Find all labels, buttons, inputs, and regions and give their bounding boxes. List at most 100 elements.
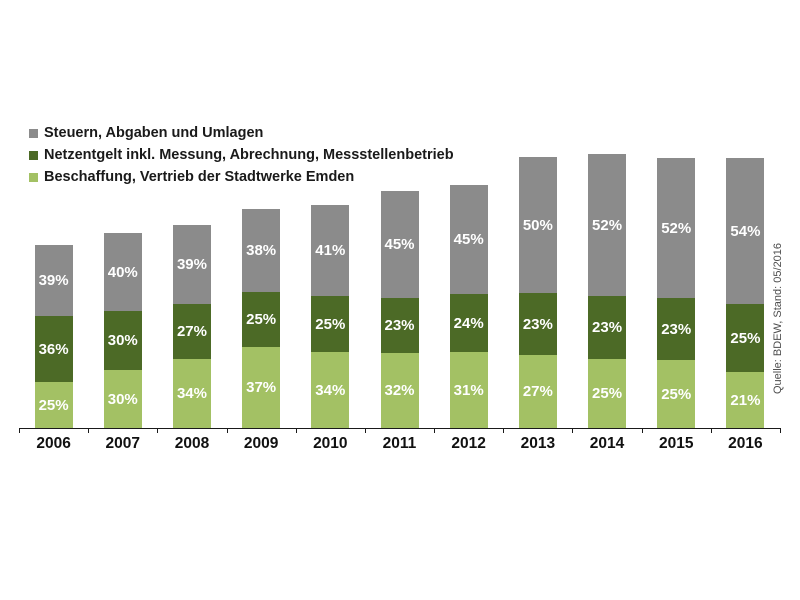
bar-segment-2009-steuern: 38% [242,209,281,292]
bar-segment-2009-netzentgelt: 25% [242,292,281,347]
bar-segment-2010-beschaffung: 34% [311,352,350,428]
plot-area: 39% 36% 25% 2006 40% 30% 30% 2007 39% 27% 34% 2008 3… [19,140,781,452]
bar-segment-2006-netzentgelt: 36% [34,316,73,382]
segment-value-label: 30% [107,332,138,349]
bar-segment-2009-beschaffung: 37% [242,347,281,428]
bar-2008: 39% 27% 34% [172,225,211,428]
legend-swatch-darkgreen-icon [29,150,38,160]
x-axis-label-2016: 2016 [728,435,763,452]
x-axis-tick [572,428,574,433]
segment-value-label: 39% [176,256,207,273]
bar-segment-2012-netzentgelt: 24% [449,294,488,352]
bar-segment-2014-beschaffung: 25% [588,359,627,428]
bar-segment-2007-steuern: 40% [103,233,142,311]
bar-segment-2008-steuern: 39% [172,225,211,304]
segment-value-label: 38% [246,242,277,259]
x-axis-tick [780,428,781,433]
segment-value-label: 27% [522,383,553,400]
x-axis-label-2007: 2007 [105,435,140,452]
segment-value-label: 23% [592,319,623,336]
legend-label-steuern: Steuern, Abgaben und Umlagen [44,125,264,141]
segment-value-label: 25% [38,396,69,414]
bar-2006: 39% 36% 25% [34,245,73,428]
segment-value-label: 25% [730,329,761,347]
legend-item-steuern: Steuern, Abgaben und Umlagen [29,122,454,144]
segment-value-label: 34% [315,381,346,399]
x-axis-tick [226,428,228,433]
segment-value-label: 41% [315,242,346,259]
x-axis-tick [157,428,159,433]
x-axis-label-2011: 2011 [382,435,417,452]
segment-value-label: 23% [384,317,415,334]
chart-legend: Steuern, Abgaben und Umlagen Netzentgelt… [29,122,454,188]
bar-segment-2007-netzentgelt: 30% [103,311,142,370]
segment-value-label: 37% [246,379,277,396]
bar-segment-2011-steuern: 45% [380,191,419,298]
bar-2007: 40% 30% 30% [103,233,142,428]
x-axis-label-2010: 2010 [313,435,348,452]
x-axis-tick [88,428,90,433]
segment-value-label: 31% [453,381,484,399]
bar-2016: 54% 25% 21% [726,158,765,428]
x-axis-label-2015: 2015 [658,435,694,452]
bar-segment-2006-beschaffung: 25% [34,382,73,428]
segment-value-label: 39% [38,272,69,289]
bar-segment-2016-steuern: 54% [726,158,765,304]
segment-value-label: 34% [176,385,207,402]
bar-segment-2010-steuern: 41% [311,205,350,296]
bar-segment-2013-steuern: 50% [518,157,557,293]
bar-segment-2010-netzentgelt: 25% [311,296,350,352]
bar-segment-2015-beschaffung: 25% [657,360,696,428]
x-axis-label-2006: 2006 [36,435,71,452]
bar-2010: 41% 25% 34% [311,205,350,428]
x-axis-label-2008: 2008 [174,435,210,452]
segment-value-label: 25% [661,385,692,403]
segment-value-label: 30% [107,390,138,408]
x-axis-tick [434,428,436,433]
bar-2013: 50% 23% 27% [518,157,557,428]
segment-value-label: 25% [592,385,623,402]
x-axis-label-2014: 2014 [589,435,625,452]
bar-segment-2015-steuern: 52% [657,158,696,298]
bar-2011: 45% 23% 32% [380,191,419,428]
x-axis-label-2012: 2012 [451,435,486,452]
legend-label-netzentgelt: Netzentgelt inkl. Messung, Abrechnung, M… [44,147,454,163]
bar-segment-2016-netzentgelt: 25% [726,304,765,372]
bar-segment-2011-netzentgelt: 23% [380,298,419,353]
segment-value-label: 21% [730,391,761,409]
bar-segment-2011-beschaffung: 32% [380,353,419,428]
x-axis-tick [641,428,643,433]
bar-segment-2013-netzentgelt: 23% [518,293,557,355]
x-axis-tick [19,428,20,433]
segment-value-label: 24% [453,314,484,332]
x-axis-label-2009: 2009 [243,435,279,452]
segment-value-label: 52% [661,219,692,237]
segment-value-label: 23% [661,320,692,338]
x-axis-tick [710,428,712,433]
segment-value-label: 40% [107,263,138,281]
segment-value-label: 23% [522,315,553,333]
bar-segment-2015-netzentgelt: 23% [657,298,696,360]
source-note: Quelle: BDEW, Stand: 05/2016 [772,242,784,394]
x-axis-label-2013: 2013 [520,435,556,452]
bar-segment-2014-steuern: 52% [588,154,627,296]
segment-value-label: 36% [38,340,69,358]
bar-segment-2012-steuern: 45% [449,185,488,294]
legend-item-beschaffung: Beschaffung, Vertrieb der Stadtwerke Emd… [29,166,454,188]
bar-segment-2013-beschaffung: 27% [518,355,557,428]
legend-swatch-gray-icon [29,128,38,138]
bar-segment-2016-beschaffung: 21% [726,372,765,428]
bar-2012: 45% 24% 31% [449,185,488,428]
segment-value-label: 27% [176,323,207,340]
bar-segment-2014-netzentgelt: 23% [588,296,627,359]
legend-item-netzentgelt: Netzentgelt inkl. Messung, Abrechnung, M… [29,144,454,166]
bar-2015: 52% 23% 25% [657,158,696,428]
segment-value-label: 25% [246,311,277,328]
bar-segment-2006-steuern: 39% [34,245,73,316]
segment-value-label: 54% [730,222,761,240]
x-axis-tick [503,428,505,433]
segment-value-label: 45% [384,236,415,253]
legend-label-beschaffung: Beschaffung, Vertrieb der Stadtwerke Emd… [44,169,355,185]
x-axis-tick [295,428,297,433]
